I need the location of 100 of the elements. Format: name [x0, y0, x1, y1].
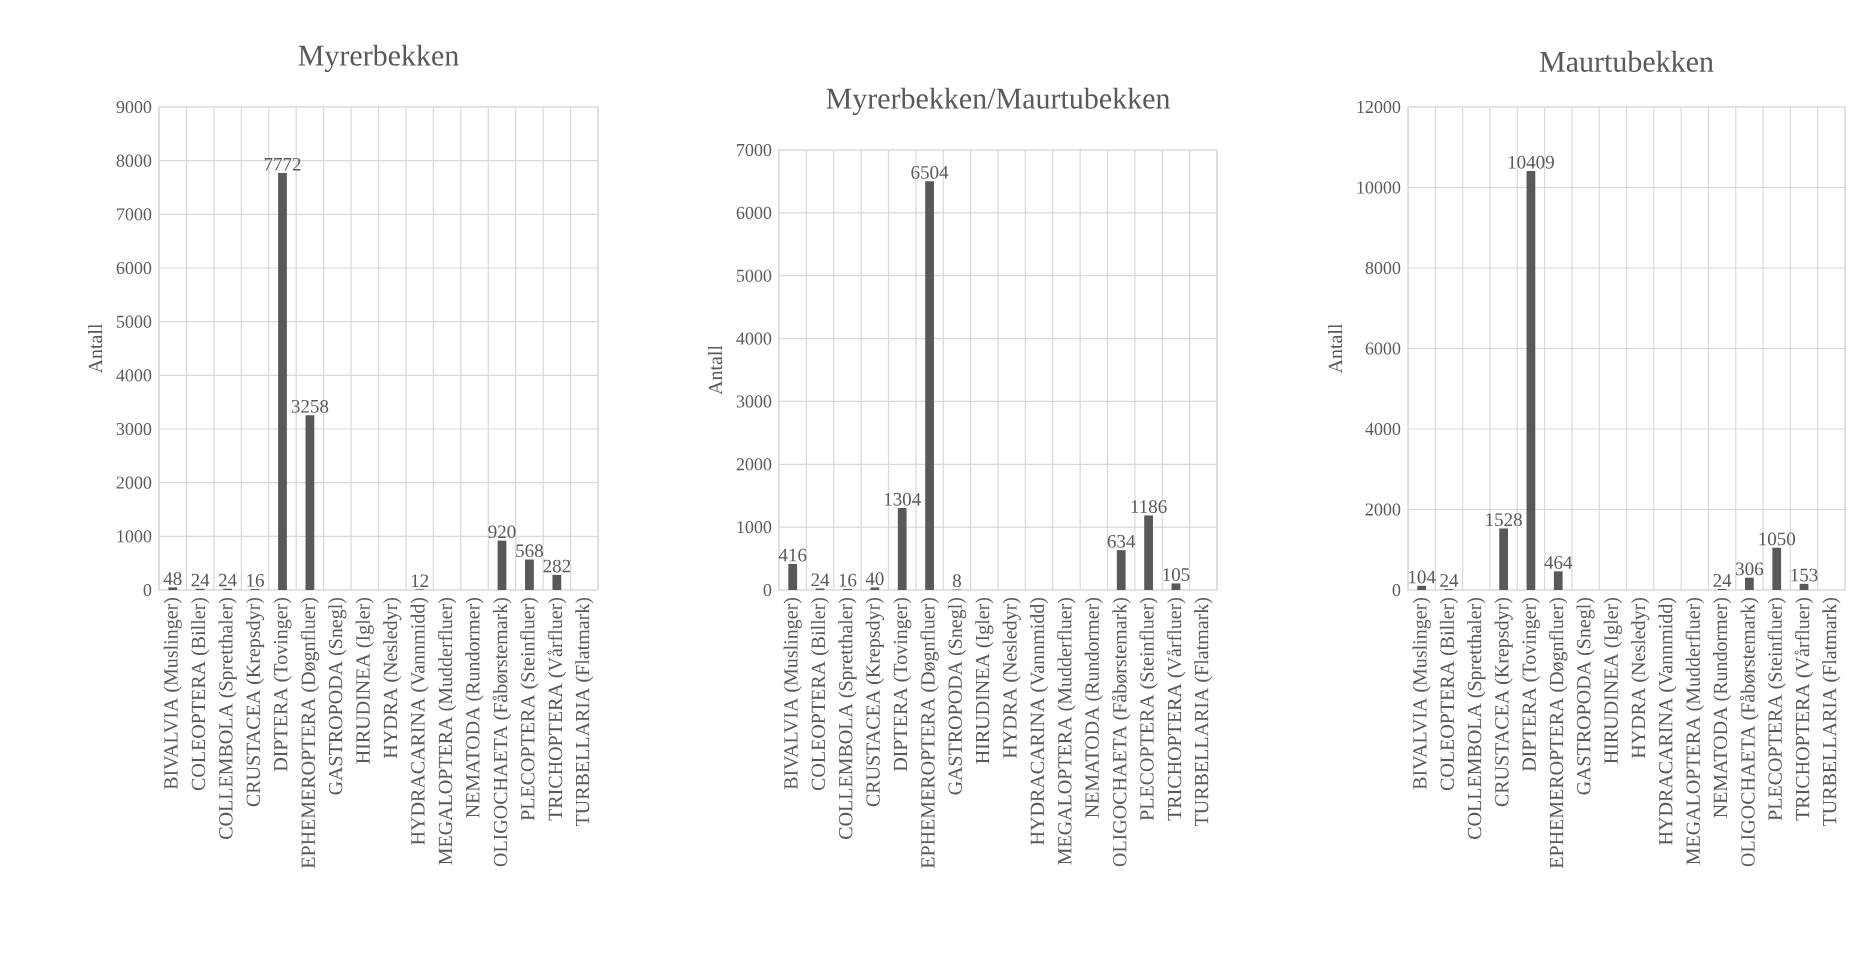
- data-label: 153: [1791, 568, 1818, 582]
- x-tick-label: COLEOPTERA (Biller): [1439, 597, 1459, 791]
- x-tick-label: GASTROPODA (Snegl): [947, 597, 967, 795]
- y-tick-label: 1000: [117, 530, 152, 543]
- x-tick-label: HIRUDINEA (Igler): [355, 597, 374, 764]
- bar: [788, 563, 798, 590]
- y-tick-label: 12000: [1357, 100, 1401, 114]
- data-label: 416: [778, 548, 807, 562]
- data-label: 48: [163, 572, 182, 586]
- data-label: 105: [1163, 568, 1190, 581]
- bar: [1499, 528, 1508, 590]
- data-label: 8: [952, 574, 961, 588]
- y-tick-label: 0: [763, 583, 772, 597]
- data-label: 24: [191, 573, 210, 587]
- x-tick-label: COLLEMBOLA (Spretthaler): [1467, 597, 1486, 839]
- x-tick-label: HYDRACARINA (Vannmidd): [1029, 597, 1049, 845]
- x-tick-label: HIRUDINEA (Igler): [1603, 597, 1622, 764]
- x-tick-label: HYDRA (Nesledyr): [383, 597, 402, 759]
- y-tick-label: 3000: [116, 422, 152, 436]
- y-tick-label: 5000: [116, 315, 152, 328]
- bar: [1171, 583, 1181, 590]
- data-label: 3258: [291, 399, 329, 413]
- x-tick-label: HYDRACARINA (Vannmidd): [410, 597, 429, 845]
- x-tick-label: TRICHOPTERA (Vårfluer): [1166, 597, 1186, 821]
- bar: [552, 574, 562, 590]
- bar: [305, 415, 315, 590]
- x-tick-label: DIPTERA (Tovinger): [893, 597, 912, 772]
- bar: [1772, 547, 1782, 590]
- x-tick-label: DIPTERA (Tovinger): [273, 597, 292, 772]
- data-label: 16: [247, 573, 264, 587]
- x-tick-label: COLLEMBOLA (Spretthaler): [838, 597, 857, 839]
- bar: [870, 587, 880, 590]
- x-tick-label: MEGALOPTERA (Mudderfluer): [1685, 597, 1704, 865]
- bar: [1417, 585, 1427, 590]
- x-tick-label: TURBELLARIA (Flatmark): [1822, 597, 1841, 827]
- x-tick-label: OLIGOCHAETA (Fåbørstemark): [492, 597, 512, 867]
- y-tick-label: 5000: [736, 269, 772, 282]
- data-label: 24: [218, 573, 237, 587]
- data-label: 1304: [884, 492, 921, 506]
- y-tick-label: 9000: [116, 100, 152, 114]
- data-label: 24: [1713, 574, 1732, 587]
- x-tick-label: HYDRA (Nesledyr): [1631, 597, 1650, 759]
- y-tick-label: 6000: [116, 261, 152, 275]
- x-tick-label: PLECOPTERA (Steinfluer): [1767, 597, 1786, 821]
- x-tick-label: PLECOPTERA (Steinfluer): [1139, 597, 1158, 821]
- bar: [897, 508, 907, 590]
- y-tick-label: 7000: [117, 208, 152, 221]
- y-tick-label: 0: [1392, 583, 1401, 597]
- bar: [1144, 515, 1153, 590]
- y-tick-label: 2000: [116, 476, 152, 489]
- x-tick-label: TURBELLARIA (Flatmark): [1194, 597, 1213, 827]
- x-tick-label: HYDRACARINA (Vannmidd): [1658, 597, 1677, 845]
- y-axis-title: Antall: [708, 345, 723, 395]
- x-tick-label: CRUSTACEA (Krepsdyr): [245, 597, 265, 807]
- data-label: 464: [1544, 556, 1573, 569]
- y-tick-label: 8000: [116, 154, 152, 167]
- chart-title: Myrerbekken/Maurtubekken: [826, 87, 1171, 115]
- x-tick-label: GASTROPODA (Snegl): [328, 597, 347, 795]
- x-tick-label: HYDRA (Nesledyr): [1002, 597, 1021, 759]
- x-tick-label: HIRUDINEA (Igler): [975, 597, 994, 764]
- x-tick-label: BIVALVIA (Muslinger): [163, 597, 182, 790]
- x-tick-label: OLIGOCHAETA (Fåbørstemark): [1740, 597, 1759, 867]
- bar: [1745, 577, 1754, 590]
- data-label: 920: [488, 525, 516, 539]
- chart-title: Maurtubekken: [1539, 50, 1714, 72]
- x-tick-label: DIPTERA (Tovinger): [1521, 597, 1541, 772]
- y-axis-title: Antall: [1328, 323, 1343, 374]
- bar: [1526, 171, 1536, 590]
- y-tick-label: 4000: [736, 332, 772, 345]
- data-label: 24: [1440, 574, 1459, 587]
- y-tick-label: 1000: [737, 521, 772, 534]
- x-tick-label: TRICHOPTERA (Vårfluer): [547, 597, 567, 821]
- y-tick-label: 2000: [736, 458, 772, 471]
- x-tick-label: MEGALOPTERA (Mudderfluer): [437, 597, 457, 865]
- data-label: 24: [811, 573, 830, 587]
- x-tick-label: EPHEMEROPTERA (Døgnfluer): [300, 597, 320, 869]
- x-tick-label: EPHEMEROPTERA (Døgnfluer): [920, 597, 939, 869]
- data-label: 10409: [1508, 155, 1554, 169]
- x-tick-label: COLEOPTERA (Biller): [810, 597, 830, 791]
- x-tick-label: PLECOPTERA (Steinfluer): [520, 597, 539, 821]
- data-label: 6504: [911, 165, 949, 179]
- x-tick-label: CRUSTACEA (Krepsdyr): [1494, 597, 1513, 807]
- bar: [1553, 571, 1563, 590]
- data-label: 634: [1107, 534, 1136, 548]
- y-tick-label: 6000: [736, 206, 772, 219]
- x-tick-label: TRICHOPTERA (Vårfluer): [1794, 597, 1814, 821]
- y-tick-label: 3000: [736, 395, 772, 408]
- x-tick-label: GASTROPODA (Snegl): [1576, 597, 1595, 795]
- y-tick-label: 7000: [737, 143, 772, 157]
- bar: [925, 181, 934, 590]
- x-tick-label: TURBELLARIA (Flatmark): [575, 597, 594, 827]
- bar: [497, 540, 507, 590]
- y-tick-label: 4000: [116, 369, 152, 382]
- bar: [1116, 550, 1126, 590]
- data-label: 282: [543, 559, 571, 573]
- y-tick-label: 10000: [1357, 181, 1401, 194]
- chart-title: Myrerbekken: [298, 44, 459, 72]
- x-tick-label: OLIGOCHAETA (Fåbørstemark): [1111, 597, 1131, 867]
- data-label: 16: [839, 573, 857, 587]
- data-label: 306: [1736, 562, 1764, 576]
